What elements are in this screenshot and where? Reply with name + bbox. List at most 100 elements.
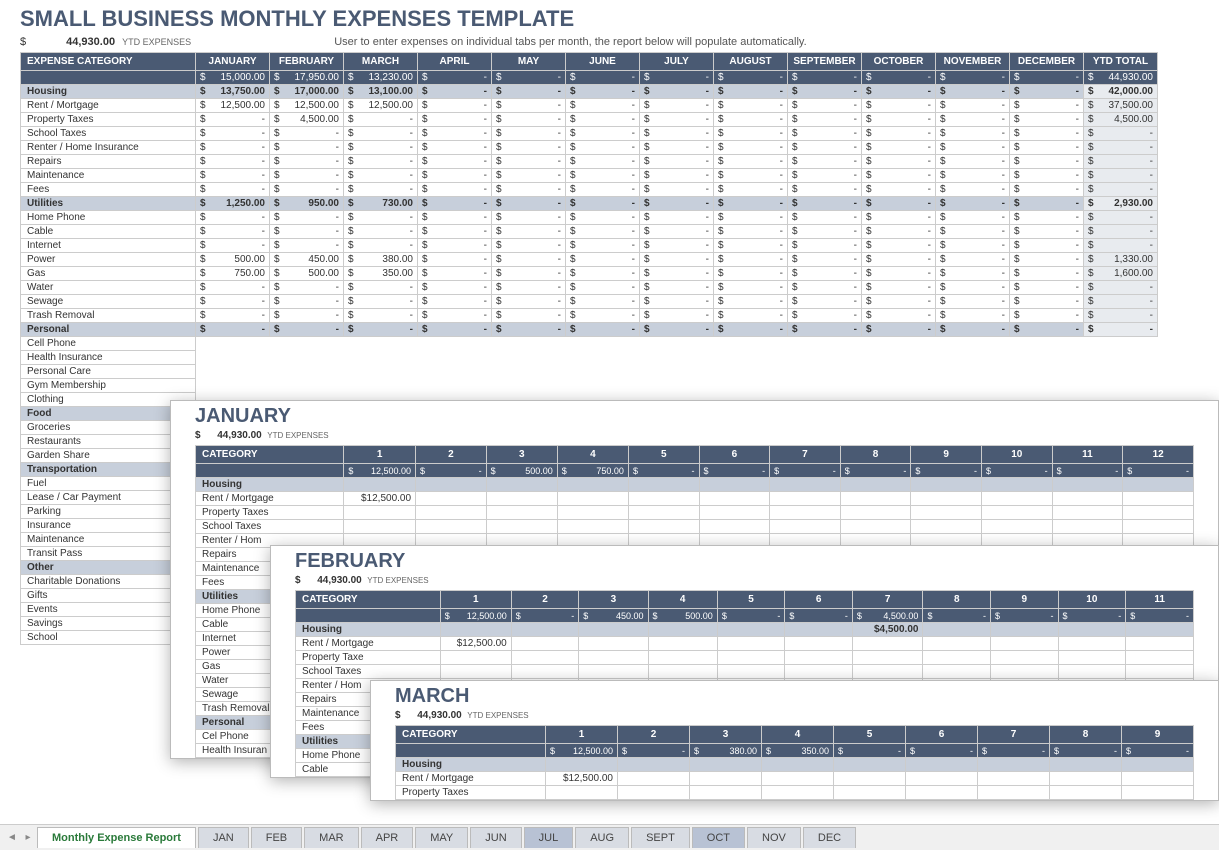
panel-cell[interactable] <box>699 506 770 520</box>
panel-cell[interactable] <box>770 506 841 520</box>
value-cell[interactable]: $- <box>1010 183 1084 197</box>
value-cell[interactable]: $- <box>640 281 714 295</box>
value-cell[interactable]: $- <box>492 99 566 113</box>
panel-cell[interactable] <box>1050 758 1122 772</box>
panel-cell[interactable] <box>834 758 906 772</box>
value-cell[interactable]: $- <box>196 141 270 155</box>
value-cell[interactable]: $- <box>862 295 936 309</box>
value-cell[interactable]: $- <box>1010 267 1084 281</box>
value-cell[interactable]: $- <box>344 281 418 295</box>
value-cell[interactable]: $4,500.00 <box>1084 113 1158 127</box>
panel-cell[interactable] <box>990 651 1058 665</box>
value-cell[interactable]: $- <box>1010 155 1084 169</box>
panel-cell[interactable] <box>1058 623 1126 637</box>
value-cell[interactable]: $- <box>418 267 492 281</box>
value-cell[interactable]: $- <box>936 99 1010 113</box>
panel-cell[interactable] <box>785 665 853 679</box>
value-cell[interactable]: $- <box>566 183 640 197</box>
panel-cell[interactable] <box>648 665 717 679</box>
panel-cell[interactable] <box>990 637 1058 651</box>
panel-cell[interactable] <box>648 637 717 651</box>
panel-cell[interactable] <box>440 623 511 637</box>
value-cell[interactable]: $- <box>566 99 640 113</box>
value-cell[interactable]: $- <box>344 295 418 309</box>
value-cell[interactable]: $- <box>640 197 714 211</box>
panel-cell[interactable] <box>618 758 690 772</box>
value-cell[interactable]: $- <box>788 85 862 99</box>
value-cell[interactable]: $- <box>196 281 270 295</box>
panel-cell[interactable] <box>699 520 770 534</box>
sheet-tab[interactable]: NOV <box>747 827 801 848</box>
value-cell[interactable]: $- <box>936 239 1010 253</box>
value-cell[interactable]: $- <box>788 183 862 197</box>
value-cell[interactable]: $- <box>270 281 344 295</box>
panel-cell[interactable] <box>834 772 906 786</box>
value-cell[interactable]: $- <box>714 127 788 141</box>
value-cell[interactable]: $- <box>566 309 640 323</box>
panel-cell[interactable] <box>1122 758 1194 772</box>
value-cell[interactable]: $- <box>862 169 936 183</box>
value-cell[interactable]: $- <box>566 169 640 183</box>
value-cell[interactable]: $- <box>566 267 640 281</box>
value-cell[interactable]: $- <box>566 239 640 253</box>
value-cell[interactable]: $- <box>492 127 566 141</box>
value-cell[interactable]: $13,100.00 <box>344 85 418 99</box>
panel-cell[interactable] <box>981 520 1052 534</box>
value-cell[interactable]: $- <box>492 323 566 337</box>
sheet-tab[interactable]: MAY <box>415 827 468 848</box>
panel-cell[interactable] <box>344 520 416 534</box>
panel-cell[interactable] <box>618 786 690 800</box>
panel-cell[interactable] <box>690 786 762 800</box>
value-cell[interactable]: $- <box>418 197 492 211</box>
sheet-tab[interactable]: MAR <box>304 827 358 848</box>
sheet-tab[interactable]: DEC <box>803 827 856 848</box>
panel-cell[interactable] <box>557 506 628 520</box>
value-cell[interactable]: $- <box>788 323 862 337</box>
panel-cell[interactable] <box>416 492 487 506</box>
value-cell[interactable]: $- <box>418 323 492 337</box>
value-cell[interactable]: $- <box>936 323 1010 337</box>
value-cell[interactable]: $- <box>196 323 270 337</box>
value-cell[interactable]: $- <box>714 197 788 211</box>
value-cell[interactable]: $- <box>1084 155 1158 169</box>
value-cell[interactable]: $1,330.00 <box>1084 253 1158 267</box>
value-cell[interactable]: $- <box>270 155 344 169</box>
panel-cell[interactable] <box>717 637 785 651</box>
value-cell[interactable]: $- <box>344 141 418 155</box>
panel-cell[interactable] <box>416 520 487 534</box>
panel-cell[interactable] <box>557 478 628 492</box>
value-cell[interactable]: $- <box>270 141 344 155</box>
panel-cell[interactable] <box>762 772 834 786</box>
value-cell[interactable]: $- <box>1084 309 1158 323</box>
value-cell[interactable]: $- <box>566 211 640 225</box>
value-cell[interactable]: $- <box>1010 169 1084 183</box>
value-cell[interactable]: $- <box>788 155 862 169</box>
value-cell[interactable]: $- <box>862 239 936 253</box>
panel-cell[interactable] <box>618 772 690 786</box>
value-cell[interactable]: $- <box>936 281 1010 295</box>
value-cell[interactable]: $- <box>640 211 714 225</box>
value-cell[interactable]: $- <box>714 267 788 281</box>
panel-cell[interactable] <box>978 786 1050 800</box>
tab-nav-prev-icon[interactable]: ▸ <box>21 831 35 845</box>
value-cell[interactable]: $- <box>640 113 714 127</box>
panel-cell[interactable] <box>1052 478 1123 492</box>
value-cell[interactable]: $- <box>936 85 1010 99</box>
value-cell[interactable]: $13,750.00 <box>196 85 270 99</box>
value-cell[interactable]: $- <box>196 239 270 253</box>
value-cell[interactable]: $- <box>862 141 936 155</box>
value-cell[interactable]: $- <box>344 127 418 141</box>
value-cell[interactable]: $- <box>862 225 936 239</box>
value-cell[interactable]: $- <box>640 127 714 141</box>
value-cell[interactable]: $- <box>936 141 1010 155</box>
value-cell[interactable]: $- <box>862 197 936 211</box>
value-cell[interactable]: $350.00 <box>344 267 418 281</box>
value-cell[interactable]: $- <box>492 267 566 281</box>
panel-cell[interactable] <box>923 623 991 637</box>
panel-cell[interactable] <box>486 520 557 534</box>
panel-cell[interactable] <box>762 786 834 800</box>
value-cell[interactable]: $- <box>714 155 788 169</box>
value-cell[interactable]: $- <box>640 267 714 281</box>
value-cell[interactable]: $- <box>1084 239 1158 253</box>
value-cell[interactable]: $730.00 <box>344 197 418 211</box>
